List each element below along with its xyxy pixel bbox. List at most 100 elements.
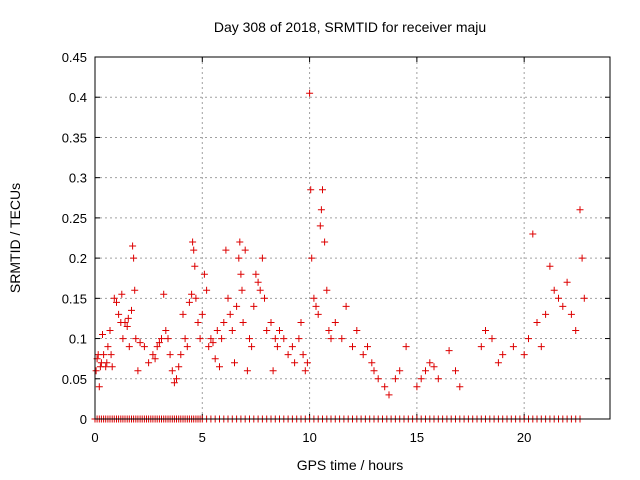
data-point — [131, 286, 139, 294]
data-point — [307, 186, 315, 194]
data-point — [218, 335, 226, 343]
data-point — [110, 294, 118, 302]
data-point — [312, 302, 320, 310]
data-point — [238, 286, 246, 294]
data-point — [200, 270, 208, 278]
data-point — [203, 286, 211, 294]
data-point — [578, 254, 586, 262]
data-point — [488, 335, 496, 343]
data-point — [129, 242, 137, 250]
data-point — [149, 351, 157, 359]
data-point — [207, 335, 215, 343]
y-tick-label: 0.35 — [62, 130, 87, 145]
data-point — [130, 254, 138, 262]
data-point — [233, 302, 241, 310]
y-tick-label: 0.1 — [69, 332, 87, 347]
data-point — [175, 363, 183, 371]
data-point — [291, 359, 299, 367]
data-point — [297, 319, 305, 326]
data-point — [263, 327, 271, 334]
data-point — [422, 367, 429, 375]
data-point — [190, 246, 198, 254]
data-point — [323, 286, 331, 294]
y-tick-label: 0.25 — [62, 211, 87, 226]
data-point — [338, 335, 346, 343]
data-point — [211, 355, 219, 363]
data-point — [155, 339, 163, 347]
data-point — [306, 89, 314, 97]
y-tick-label: 0.4 — [69, 90, 87, 105]
x-tick-label: 0 — [91, 430, 98, 445]
data-point — [140, 343, 148, 351]
data-point — [188, 290, 196, 298]
data-point — [353, 327, 361, 334]
data-point — [108, 363, 116, 371]
data-point — [170, 379, 178, 387]
data-point — [136, 339, 144, 347]
data-point — [308, 254, 316, 262]
data-point — [576, 206, 584, 214]
data-point — [319, 186, 326, 194]
axis-ticks: 0 0.05 0.1 0.15 0.2 0.25 0.3 0.35 0.4 0.45 0 5 10 15 2… — [62, 50, 610, 445]
data-point — [533, 319, 541, 326]
data-point — [125, 343, 133, 351]
data-point — [243, 367, 251, 375]
data-point — [181, 335, 189, 343]
data-point — [325, 327, 333, 334]
data-point — [273, 343, 281, 351]
data-point — [164, 335, 172, 343]
data-point — [417, 375, 425, 383]
data-point — [248, 343, 256, 351]
data-point — [299, 351, 307, 359]
data-points — [91, 89, 588, 423]
data-point — [494, 359, 502, 367]
data-point — [284, 351, 292, 359]
data-point — [224, 294, 232, 302]
data-point — [482, 327, 489, 334]
data-point — [104, 343, 112, 351]
data-point — [198, 310, 206, 318]
data-point — [368, 359, 376, 367]
plot-frame — [94, 56, 611, 420]
data-point — [567, 310, 575, 318]
y-tick-label: 0.05 — [62, 372, 87, 387]
y-axis-label: SRMTID / TECUs — [7, 183, 23, 293]
data-point — [256, 286, 264, 294]
data-point — [456, 383, 464, 391]
data-point — [271, 335, 279, 343]
data-point — [128, 306, 135, 314]
x-tick-label: 5 — [199, 430, 206, 445]
data-point — [145, 359, 153, 367]
data-point — [310, 294, 318, 302]
data-point — [316, 222, 324, 230]
grid-lines — [95, 57, 610, 419]
data-point — [119, 335, 127, 343]
data-point — [301, 367, 309, 375]
data-point — [95, 383, 103, 391]
y-tick-label: 0.45 — [62, 50, 87, 65]
data-point — [381, 383, 389, 391]
data-point — [209, 339, 217, 347]
data-point — [166, 351, 174, 359]
data-point — [103, 359, 111, 367]
data-point — [121, 319, 129, 326]
data-point — [106, 327, 114, 334]
data-point — [236, 238, 244, 246]
data-point — [107, 351, 115, 359]
data-point — [445, 347, 453, 355]
data-point — [525, 335, 532, 343]
data-point — [151, 355, 159, 363]
data-point — [158, 335, 165, 343]
data-point — [134, 367, 142, 375]
x-tick-label: 20 — [517, 430, 531, 445]
data-point — [559, 302, 567, 310]
data-point — [499, 351, 507, 359]
data-point — [160, 290, 168, 298]
data-point — [261, 294, 268, 302]
data-point — [220, 319, 228, 326]
x-tick-label: 15 — [410, 430, 424, 445]
data-point — [196, 335, 204, 343]
data-point — [194, 319, 202, 326]
data-point — [100, 351, 108, 359]
